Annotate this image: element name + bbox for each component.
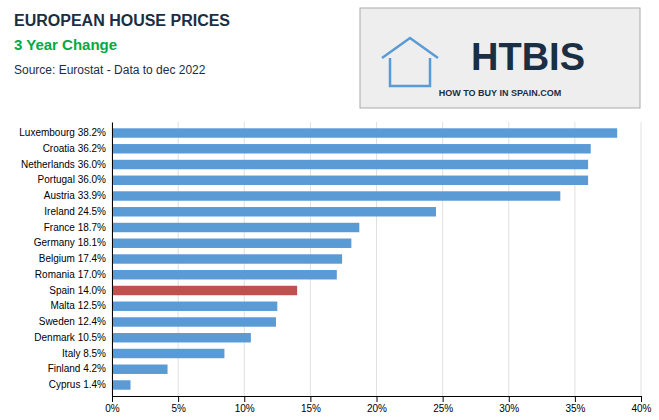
x-tick: 30% [499,396,519,414]
y-tick: Belgium 17.4% [39,253,112,264]
y-tick-label: Denmark 10.5% [34,332,106,343]
bar [112,317,276,326]
plot: 0% 5% 10% 15% 20% 25% 30% 35% 40% Cyprus 1.4% Finl… [19,122,651,414]
y-tick: Luxembourg 38.2% [19,127,112,138]
y-tick: Austria 33.9% [44,190,112,201]
grid-line [112,122,113,396]
x-tick-mark [509,396,510,402]
x-tick-label: 5% [171,403,186,414]
y-tick-label: Finland 4.2% [48,363,106,374]
x-tick: 15% [301,396,321,414]
y-tick-label: Luxembourg 38.2% [19,127,106,138]
bar [112,223,359,232]
x-tick: 20% [367,396,387,414]
bar [112,254,342,263]
x-tick-label: 30% [499,403,519,414]
bars [112,128,617,389]
y-tick: Cyprus 1.4% [49,379,112,390]
logo: HTBIS HOW TO BUY IN SPAIN.COM [360,8,640,108]
x-tick: 5% [171,396,186,414]
x-axis-line [113,397,642,403]
y-tick-label: Romania 17.0% [35,269,106,280]
y-tick-label: Netherlands 36.0% [21,159,106,170]
y-tick: Ireland 24.5% [44,206,112,217]
x-tick-mark [641,396,642,402]
x-tick: 40% [631,396,651,414]
y-tick: Denmark 10.5% [34,332,112,343]
y-tick-label: Portugal 36.0% [38,174,106,185]
y-tick-label: Malta 12.5% [50,300,106,311]
bar [112,144,591,153]
x-tick-label: 35% [565,403,585,414]
x-tick-mark [377,396,378,402]
y-tick: Malta 12.5% [50,300,112,311]
y-tick: Germany 18.1% [34,237,112,248]
grid-line [641,122,642,396]
y-tick: Spain 14.0% [49,285,112,296]
bar [112,333,251,342]
x-tick: 25% [433,396,453,414]
x-tick-mark [575,396,576,402]
x-tick-label: 0% [105,403,120,414]
logo-subtitle: HOW TO BUY IN SPAIN.COM [439,88,562,98]
x-tick: 0% [105,396,120,414]
y-tick: Italy 8.5% [62,348,112,359]
bar [112,349,224,358]
x-tick: 35% [565,396,585,414]
source-note: Source: Eurostat - Data to dec 2022 [14,63,206,77]
bar [112,207,436,216]
y-tick-label: France 18.7% [44,222,106,233]
x-tick-label: 15% [301,403,321,414]
bar [112,160,588,169]
bar [112,365,168,374]
bar [112,239,351,248]
x-tick-label: 25% [433,403,453,414]
subtitle: 3 Year Change [14,36,117,53]
x-tick-mark [443,396,444,402]
y-tick-label: Austria 33.9% [44,190,106,201]
title: EUROPEAN HOUSE PRICES [14,12,230,29]
x-axis: 0% 5% 10% 15% 20% 25% 30% 35% 40% [105,396,651,414]
logo-text: HTBIS [471,36,585,78]
logo-house [382,38,438,86]
bar [112,270,337,279]
y-tick-label: Cyprus 1.4% [49,379,106,390]
y-tick: Netherlands 36.0% [21,159,112,170]
y-tick: France 18.7% [44,222,112,233]
y-tick-label: Croatia 36.2% [43,143,106,154]
x-tick-label: 10% [235,403,255,414]
bar [112,176,588,185]
bar [112,286,297,295]
x-tick-mark [244,396,245,402]
bar [112,302,277,311]
grid [112,122,641,396]
bar [112,380,131,389]
y-axis-line [112,123,113,397]
y-tick-label: Italy 8.5% [62,348,106,359]
x-tick-mark [112,396,113,402]
bar [112,191,560,200]
x-tick-mark [178,396,179,402]
chart: EUROPEAN HOUSE PRICES 3 Year Change Source… [0,0,659,420]
y-tick: Sweden 12.4% [39,316,112,327]
bar [112,128,617,137]
y-tick-label: Spain 14.0% [49,285,106,296]
y-tick-label: Sweden 12.4% [39,316,106,327]
y-tick-label: Germany 18.1% [34,237,106,248]
y-tick: Finland 4.2% [48,363,112,374]
logo-box [360,8,640,108]
y-tick-label: Ireland 24.5% [44,206,106,217]
y-tick: Portugal 36.0% [38,174,112,185]
x-tick: 10% [235,396,255,414]
x-tick-label: 20% [367,403,387,414]
y-tick: Romania 17.0% [35,269,112,280]
y-tick: Croatia 36.2% [43,143,112,154]
x-tick-label: 40% [631,403,651,414]
y-axis: Cyprus 1.4% Finland 4.2% Italy 8.5% Denmark… [19,123,112,397]
x-tick-mark [310,396,311,402]
y-tick-label: Belgium 17.4% [39,253,106,264]
